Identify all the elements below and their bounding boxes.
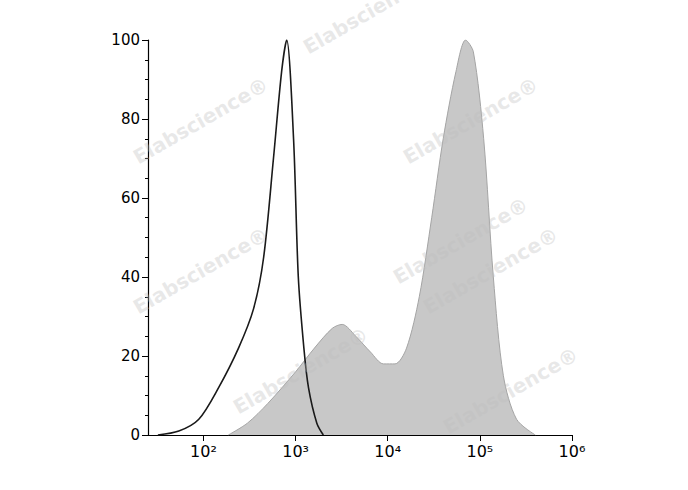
svg-text:Elabscience®: Elabscience® [229,322,373,419]
svg-text:40: 40 [121,268,140,286]
svg-text:10⁵: 10⁵ [466,442,493,461]
svg-text:Elabscience®: Elabscience® [299,0,443,59]
svg-text:100: 100 [111,31,140,49]
svg-text:10⁶: 10⁶ [559,442,586,461]
svg-text:Elabscience®: Elabscience® [419,222,563,319]
svg-text:10⁴: 10⁴ [374,442,401,461]
svg-text:Elabscience®: Elabscience® [399,72,543,169]
svg-text:60: 60 [121,189,140,207]
svg-text:Elabscience®: Elabscience® [439,342,583,439]
svg-text:0: 0 [130,426,140,444]
svg-text:Elabscience®: Elabscience® [129,72,273,169]
svg-text:Elabscience®: Elabscience® [129,222,273,319]
svg-text:80: 80 [121,110,140,128]
svg-text:10³: 10³ [282,442,309,461]
svg-text:20: 20 [121,347,140,365]
svg-text:10²: 10² [190,442,217,461]
